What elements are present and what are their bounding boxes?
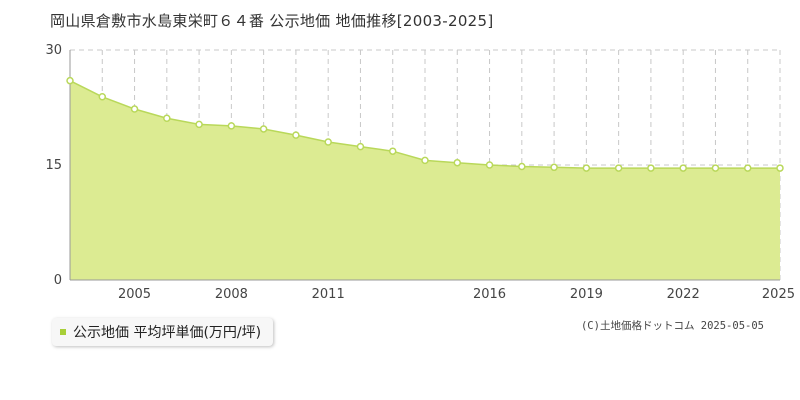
y-tick-label: 30 xyxy=(45,43,62,58)
y-tick-label: 15 xyxy=(45,158,62,173)
x-tick-label: 2005 xyxy=(118,287,151,302)
y-tick-label: 0 xyxy=(54,273,62,288)
legend: 公示地価 平均坪単価(万円/坪) xyxy=(52,318,274,346)
x-tick-label: 2008 xyxy=(215,287,248,302)
data-point xyxy=(324,138,332,146)
data-point xyxy=(292,131,300,139)
data-point xyxy=(453,158,462,167)
data-point xyxy=(743,164,752,172)
data-point xyxy=(421,156,429,165)
x-tick-label: 2025 xyxy=(762,287,795,302)
x-tick-label: 2011 xyxy=(312,287,345,302)
data-point xyxy=(195,120,203,129)
data-point xyxy=(518,162,526,171)
data-point xyxy=(776,164,784,172)
data-point xyxy=(647,164,655,172)
data-point xyxy=(66,76,74,85)
data-point xyxy=(388,147,397,155)
data-point xyxy=(98,93,107,101)
copyright-text: (C)土地価格ドットコム 2025-05-05 xyxy=(580,320,764,332)
data-point xyxy=(679,164,687,172)
data-point xyxy=(485,161,494,169)
legend-swatch xyxy=(60,329,66,335)
data-point xyxy=(163,114,171,122)
area-series xyxy=(69,79,780,281)
data-point xyxy=(550,163,558,172)
data-point xyxy=(582,164,591,172)
chart-title: 岡山県倉敷市水島東栄町６４番 公示地価 地価推移[2003-2025] xyxy=(50,12,494,30)
legend-label: 公示地価 平均坪単価(万円/坪) xyxy=(73,325,262,341)
data-point xyxy=(614,164,623,172)
data-points xyxy=(66,76,784,172)
x-tick-label: 2019 xyxy=(570,287,603,302)
data-point xyxy=(259,125,268,133)
x-tick-label: 2022 xyxy=(667,287,700,302)
axes xyxy=(69,50,780,281)
tick-labels: 0 15 30 2005 2008 2011 2016 2019 2022 2025 xyxy=(45,43,795,302)
data-point xyxy=(130,105,139,113)
area-fill xyxy=(70,80,780,281)
data-point xyxy=(356,142,365,151)
data-point xyxy=(227,122,236,130)
data-point xyxy=(711,164,720,172)
x-tick-label: 2016 xyxy=(473,287,506,302)
